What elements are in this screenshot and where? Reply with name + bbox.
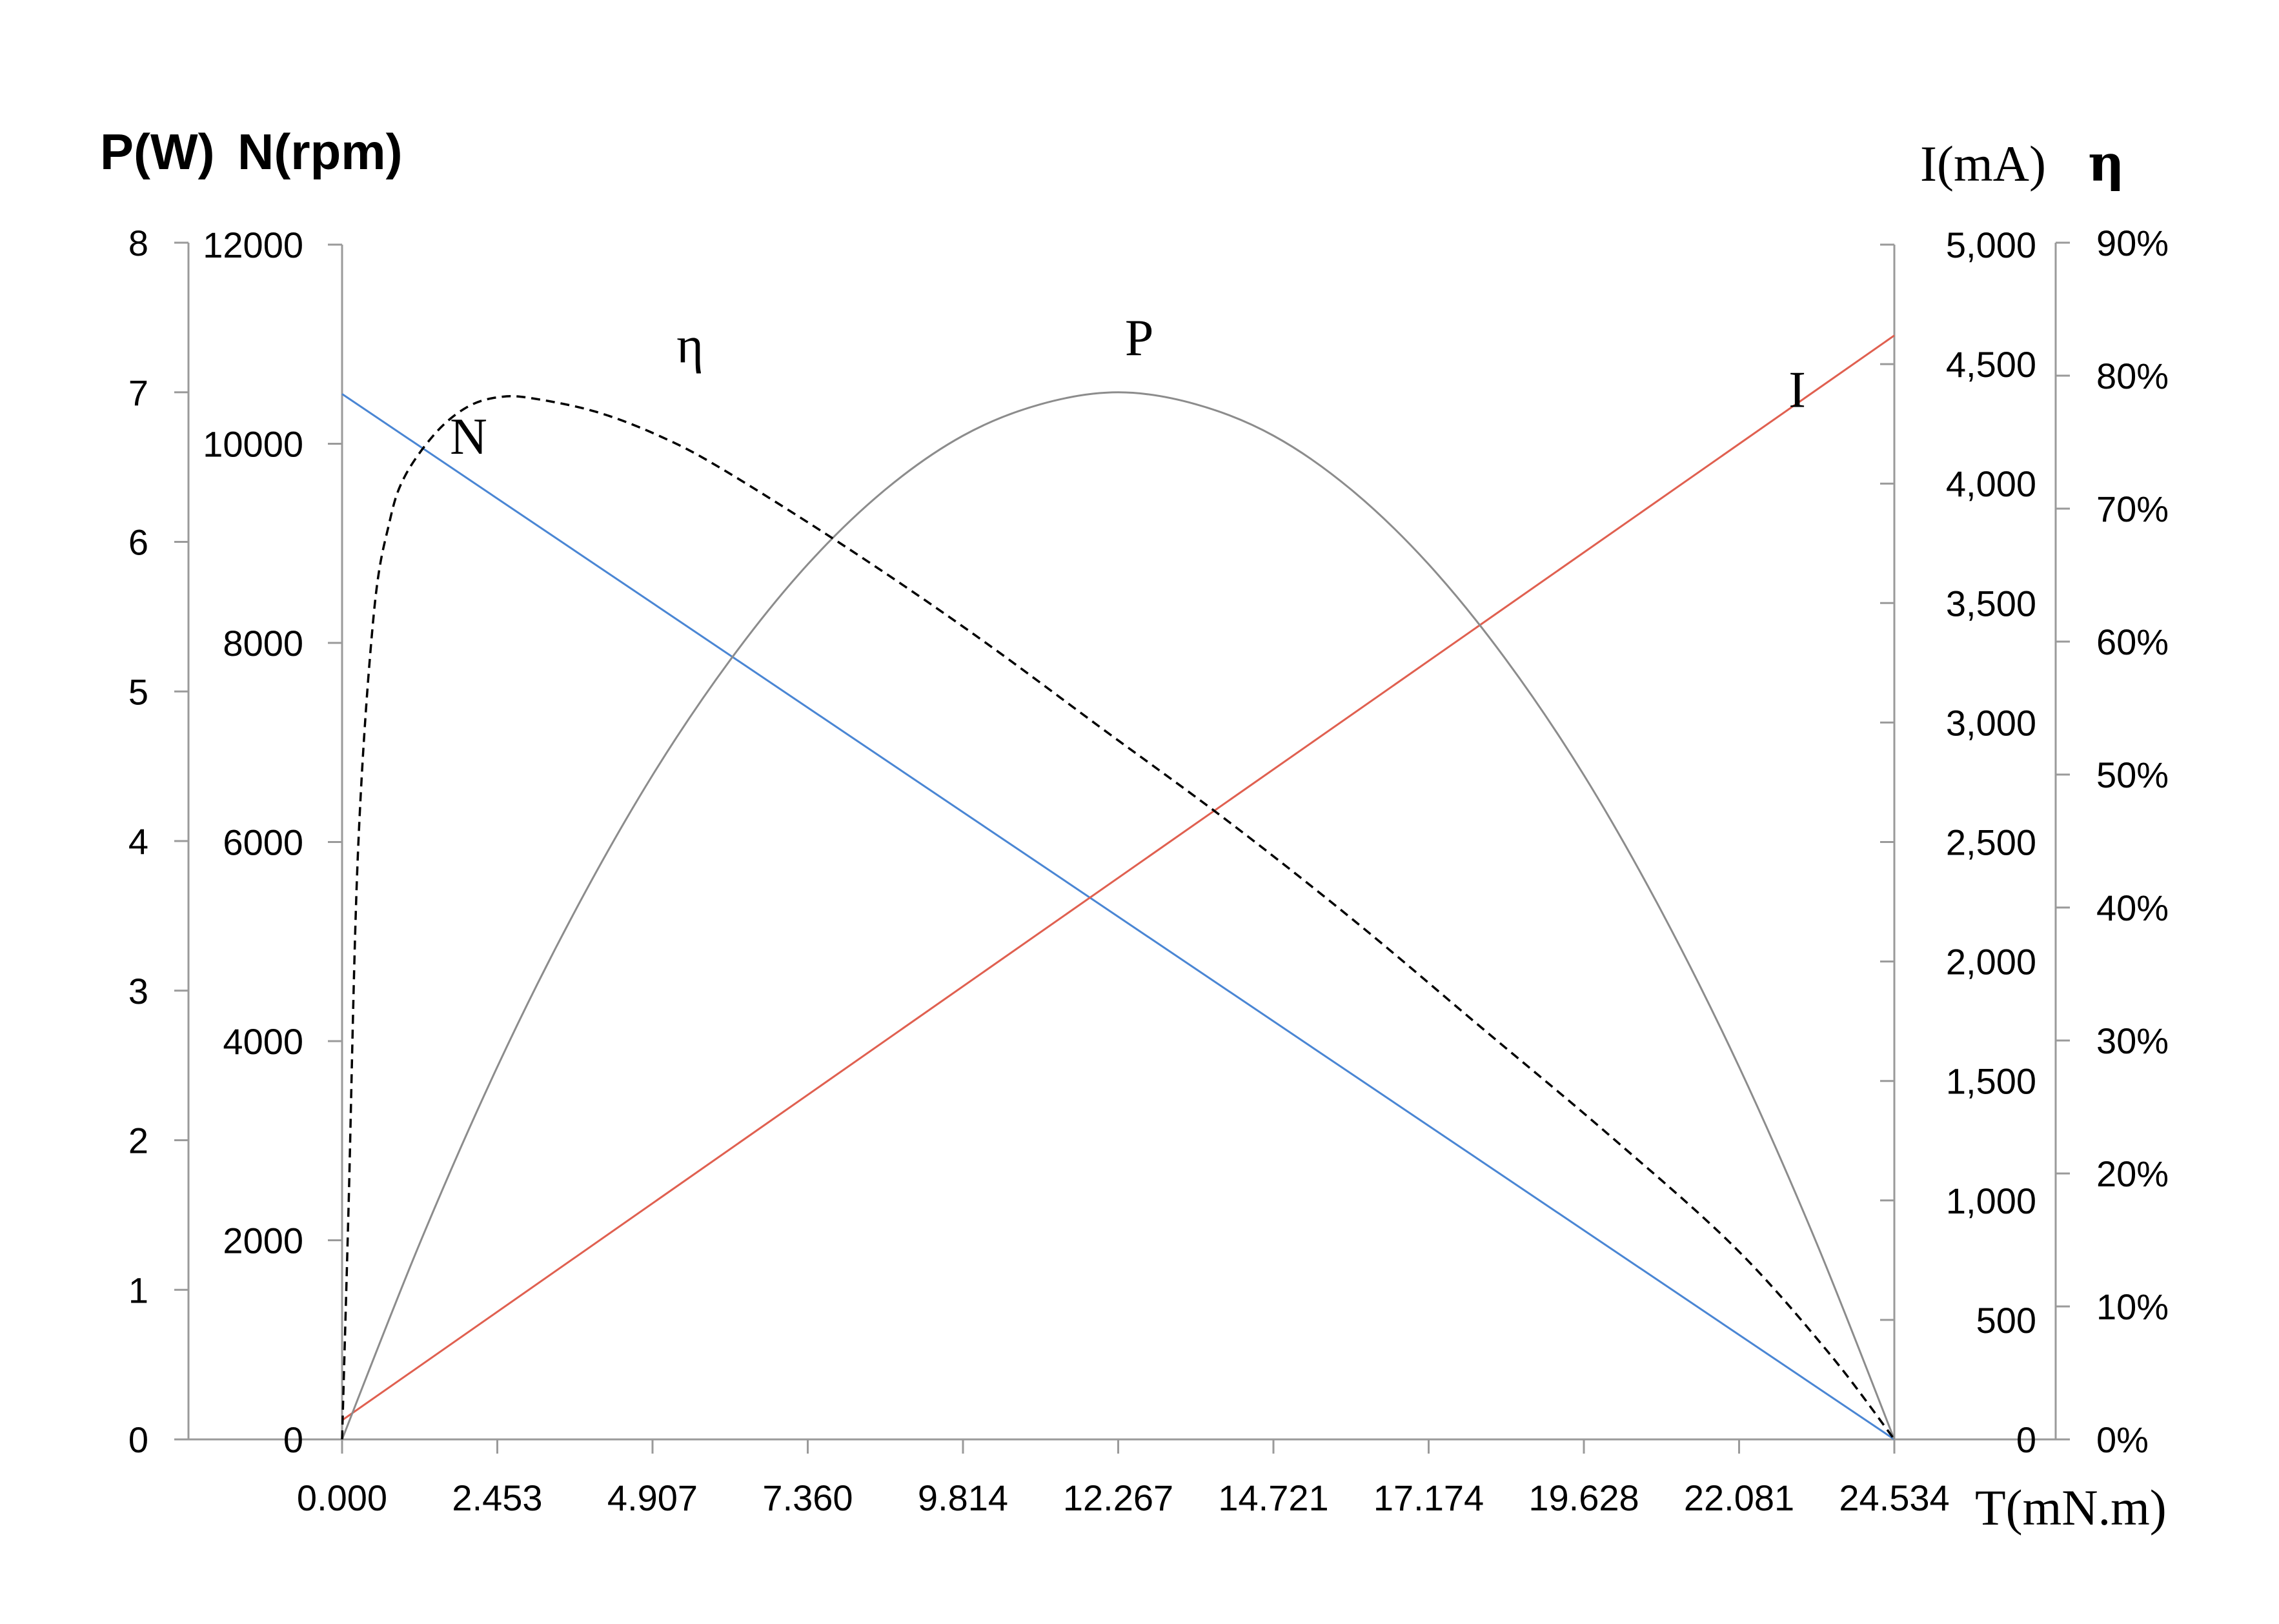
n-tick-label: 12000 [203, 225, 303, 265]
axes-layer: 0 1 2 3 4 5 6 7 8 0 2000 4000 6000 8000 10000 12000 0 500… [128, 223, 2169, 1518]
i-series-line [341, 334, 1895, 1421]
x-tick-label: 7.360 [762, 1477, 853, 1518]
i-axis-title: I(mA) [1920, 136, 2046, 192]
curve-label: N [450, 409, 487, 465]
i-tick-label: 4,000 [1946, 463, 2036, 504]
i-tick-label: 1,000 [1946, 1181, 2036, 1221]
p-tick-label: 5 [128, 671, 148, 712]
eta-tick-label: 10% [2096, 1286, 2169, 1327]
eta-series-line [341, 394, 1896, 1441]
eta-tick-label: 20% [2096, 1153, 2169, 1194]
series-layer [341, 334, 1896, 1441]
eta-tick-label: 90% [2096, 223, 2169, 263]
eta-tick-label: 0% [2096, 1419, 2149, 1460]
p-tick-label: 2 [128, 1121, 148, 1161]
curve-label: η [676, 317, 704, 374]
x-tick-label: 9.814 [918, 1477, 1008, 1518]
x-tick-label: 0.000 [297, 1477, 387, 1518]
x-tick-label: 12.267 [1063, 1477, 1173, 1518]
x-tick-label: 4.907 [607, 1477, 698, 1518]
n-series-line [341, 393, 1895, 1441]
p-tick-label: 8 [128, 223, 148, 263]
n-tick-label: 4000 [223, 1021, 303, 1062]
p-axis-title: P(W) [100, 123, 215, 180]
eta-tick-label: 80% [2096, 356, 2169, 396]
eta-tick-label: 70% [2096, 489, 2169, 529]
x-tick-label: 24.534 [1839, 1477, 1949, 1518]
p-tick-label: 3 [128, 971, 148, 1011]
eta-axis-title: η [2088, 134, 2125, 193]
labels-layer: Nη P I [450, 310, 1806, 465]
n-tick-label: 10000 [203, 424, 303, 465]
p-tick-label: 0 [128, 1419, 148, 1460]
p-series-line [341, 391, 1896, 1440]
eta-tick-label: 40% [2096, 888, 2169, 928]
x-tick-label: 19.628 [1528, 1477, 1639, 1518]
curve-label: P [1125, 310, 1154, 367]
n-tick-label: 2000 [223, 1221, 303, 1261]
eta-tick-label: 50% [2096, 755, 2169, 795]
p-tick-label: 6 [128, 522, 148, 563]
x-tick-label: 14.721 [1218, 1477, 1328, 1518]
p-tick-label: 1 [128, 1270, 148, 1310]
curve-label: I [1788, 362, 1806, 419]
n-axis-title: N(rpm) [238, 123, 403, 180]
i-tick-label: 4,500 [1946, 344, 2036, 385]
i-tick-label: 0 [2016, 1419, 2036, 1460]
i-tick-label: 1,500 [1946, 1061, 2036, 1102]
p-tick-label: 4 [128, 821, 148, 862]
n-tick-label: 8000 [223, 623, 303, 664]
t-axis-title: T(mN.m) [1975, 1479, 2167, 1536]
i-tick-label: 3,500 [1946, 583, 2036, 624]
n-tick-label: 6000 [223, 822, 303, 863]
i-tick-label: 3,000 [1946, 702, 2036, 743]
x-tick-label: 17.174 [1373, 1477, 1484, 1518]
p-tick-label: 7 [128, 372, 148, 413]
i-tick-label: 2,500 [1946, 822, 2036, 863]
i-tick-label: 5,000 [1946, 225, 2036, 265]
n-tick-label: 0 [283, 1419, 303, 1460]
i-tick-label: 500 [1976, 1300, 2036, 1341]
i-tick-label: 2,000 [1946, 942, 2036, 982]
eta-tick-label: 60% [2096, 622, 2169, 662]
x-tick-label: 2.453 [452, 1477, 542, 1518]
x-tick-label: 22.081 [1684, 1477, 1794, 1518]
eta-tick-label: 30% [2096, 1020, 2169, 1061]
